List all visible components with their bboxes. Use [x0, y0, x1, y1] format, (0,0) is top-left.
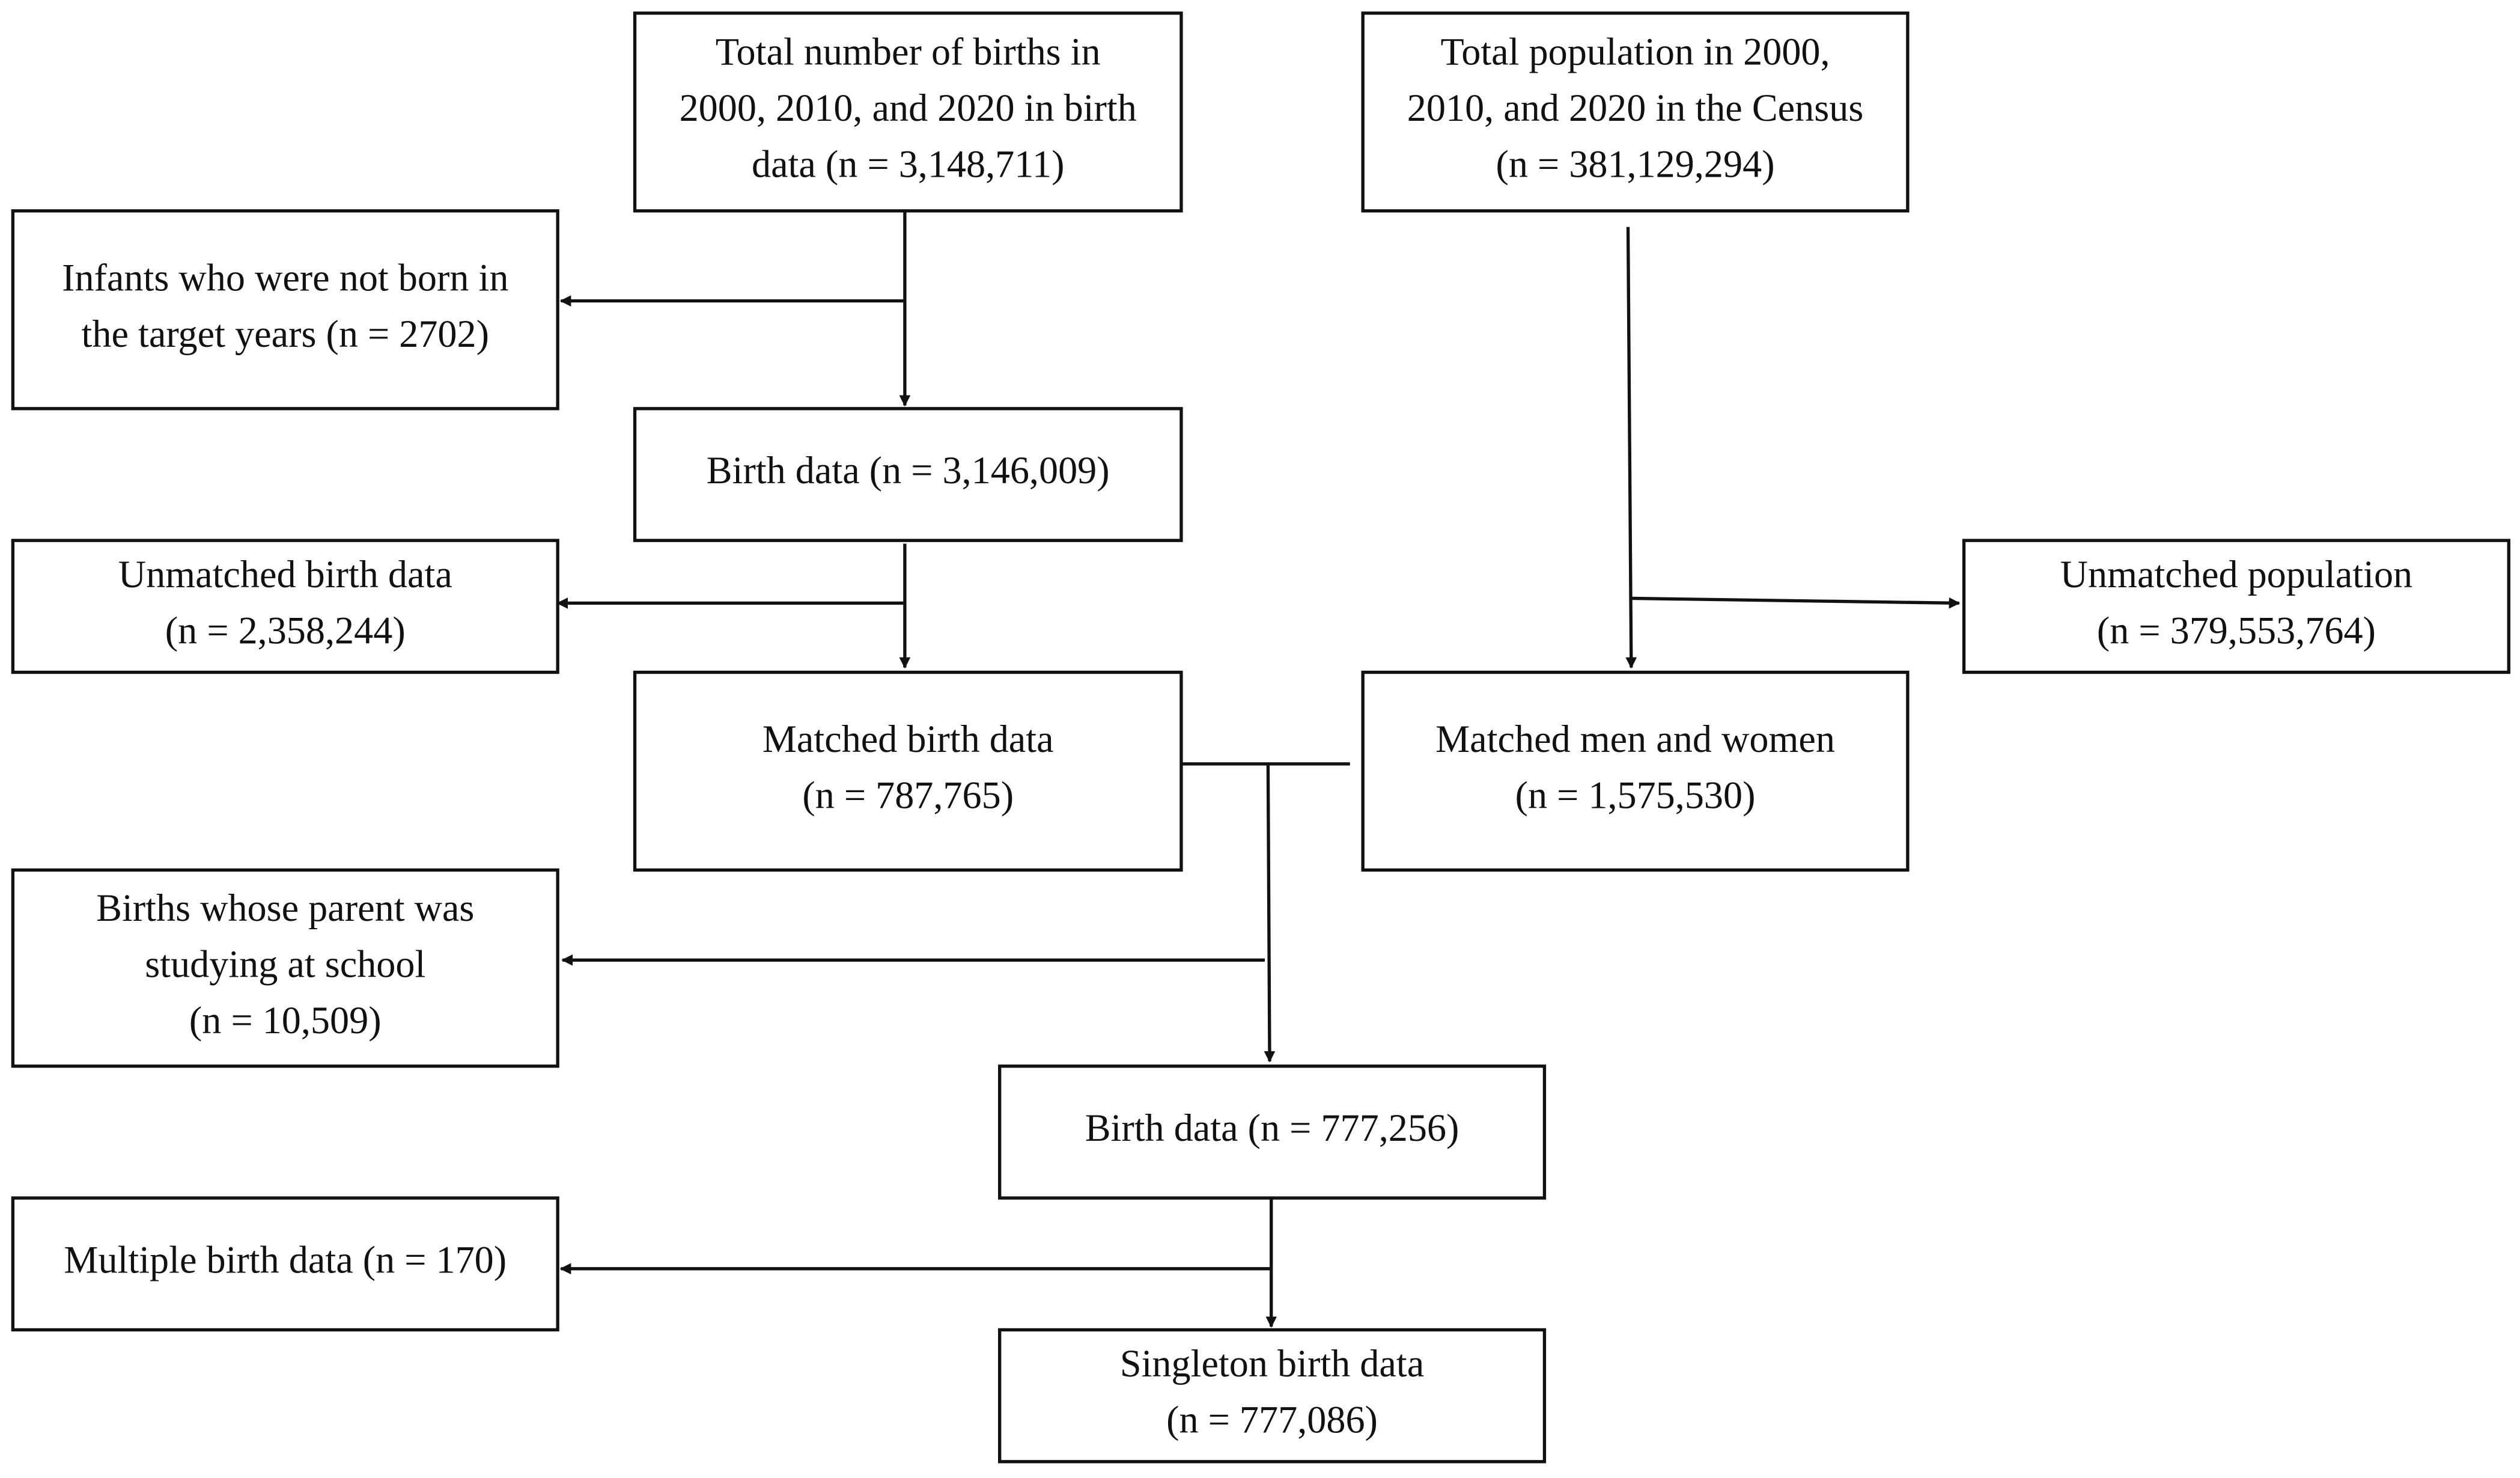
node-box [11, 868, 559, 1068]
node-box [633, 11, 1183, 213]
node-label: Singleton birth data [1120, 1342, 1424, 1385]
node-box [633, 407, 1183, 542]
node-label: Infants who were not born in [62, 256, 508, 299]
node-label: (n = 10,509) [189, 999, 382, 1042]
node-box [998, 1064, 1547, 1200]
node-label: (n = 787,765) [802, 774, 1014, 817]
node-box [11, 209, 559, 411]
node-box [11, 1196, 559, 1332]
node-label: Unmatched birth data [118, 553, 452, 596]
node-label: Multiple birth data (n = 170) [64, 1239, 507, 1281]
node-box [11, 539, 559, 674]
node-label: data (n = 3,148,711) [752, 143, 1064, 186]
arrow [1625, 227, 1637, 669]
node-label: Birth data (n = 3,146,009) [707, 449, 1110, 492]
node-box [998, 1328, 1547, 1464]
node-box [633, 670, 1183, 872]
node-box [1361, 670, 1910, 872]
node-label: Total population in 2000, [1441, 30, 1830, 73]
node-label: (n = 1,575,530) [1515, 774, 1756, 817]
node-label: (n = 381,129,294) [1496, 143, 1775, 186]
node-label: (n = 379,553,764) [2097, 609, 2376, 652]
arrow [1631, 596, 1961, 609]
node-label: (n = 2,358,244) [165, 609, 406, 652]
node-label: Matched men and women [1435, 718, 1835, 760]
node-label: Matched birth data [762, 718, 1054, 760]
node-label: the target years (n = 2702) [82, 313, 489, 355]
node-label: (n = 777,086) [1166, 1399, 1378, 1441]
node-label: Unmatched population [2060, 553, 2412, 596]
node-label: 2000, 2010, and 2020 in birth [680, 87, 1137, 129]
node-label: studying at school [145, 942, 425, 985]
arrow [1264, 763, 1276, 1063]
node-box [1361, 11, 1910, 213]
connectors [556, 210, 1961, 1328]
node-label: Birth data (n = 777,256) [1085, 1107, 1459, 1149]
node-label: Births whose parent was [96, 887, 474, 929]
node-label: 2010, and 2020 in the Census [1407, 87, 1864, 129]
node-label: Total number of births in [716, 30, 1101, 73]
node-box [1962, 539, 2510, 674]
